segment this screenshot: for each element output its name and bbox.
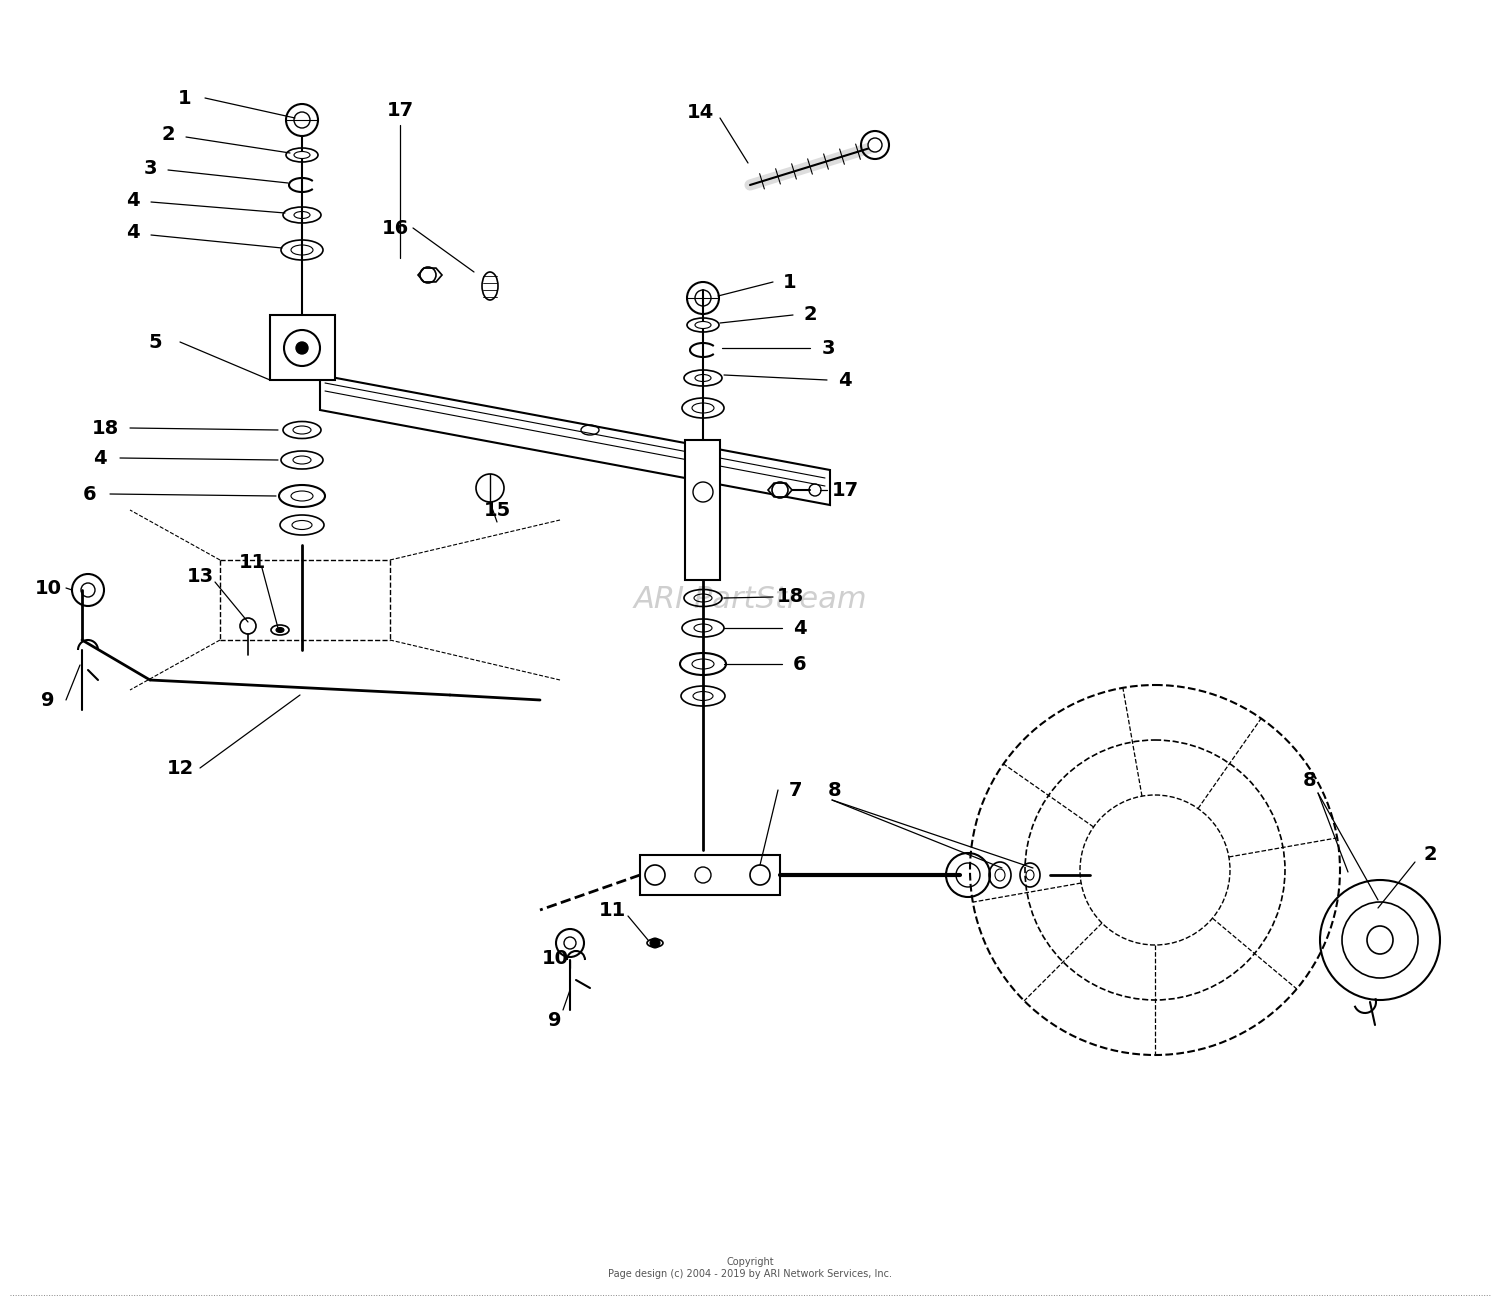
Ellipse shape [694,321,711,329]
Text: 13: 13 [186,568,213,586]
Text: 17: 17 [831,481,858,499]
Text: 4: 4 [93,448,106,468]
Text: 1: 1 [783,273,796,291]
Text: 2: 2 [160,125,176,145]
Text: 4: 4 [794,619,807,637]
Text: 8: 8 [828,781,842,799]
Text: 16: 16 [381,218,408,238]
Text: 9: 9 [42,691,54,709]
Text: 3: 3 [144,158,156,178]
Text: 10: 10 [542,948,568,968]
Polygon shape [270,315,334,380]
Polygon shape [686,440,720,580]
Text: 14: 14 [687,102,714,121]
Text: 6: 6 [82,485,98,504]
Text: 11: 11 [598,901,625,919]
Text: 4: 4 [126,191,140,209]
Text: 12: 12 [166,759,194,777]
Polygon shape [640,855,780,895]
Text: 15: 15 [483,500,510,520]
Text: 2: 2 [802,306,818,324]
Polygon shape [768,483,792,496]
Text: 18: 18 [777,588,804,606]
Text: 17: 17 [387,101,414,120]
Text: 10: 10 [34,579,62,598]
Polygon shape [320,375,830,505]
Text: 5: 5 [148,333,162,351]
Circle shape [650,938,660,948]
Text: 8: 8 [1304,771,1317,790]
Text: 4: 4 [126,223,140,243]
Text: 18: 18 [92,418,118,438]
Text: ARI PartStream: ARI PartStream [633,585,867,615]
Text: 9: 9 [549,1011,561,1029]
Text: 1: 1 [178,89,192,107]
Circle shape [296,342,307,354]
Text: 6: 6 [794,654,807,674]
Ellipse shape [276,627,284,632]
Circle shape [868,138,882,151]
Text: 11: 11 [238,552,266,572]
Text: 4: 4 [839,371,852,389]
Ellipse shape [294,151,310,158]
Text: Copyright
Page design (c) 2004 - 2019 by ARI Network Services, Inc.: Copyright Page design (c) 2004 - 2019 by… [608,1258,892,1279]
Text: 2: 2 [1424,845,1437,865]
Text: 3: 3 [822,338,834,358]
Polygon shape [419,268,442,282]
Text: 7: 7 [789,781,801,799]
